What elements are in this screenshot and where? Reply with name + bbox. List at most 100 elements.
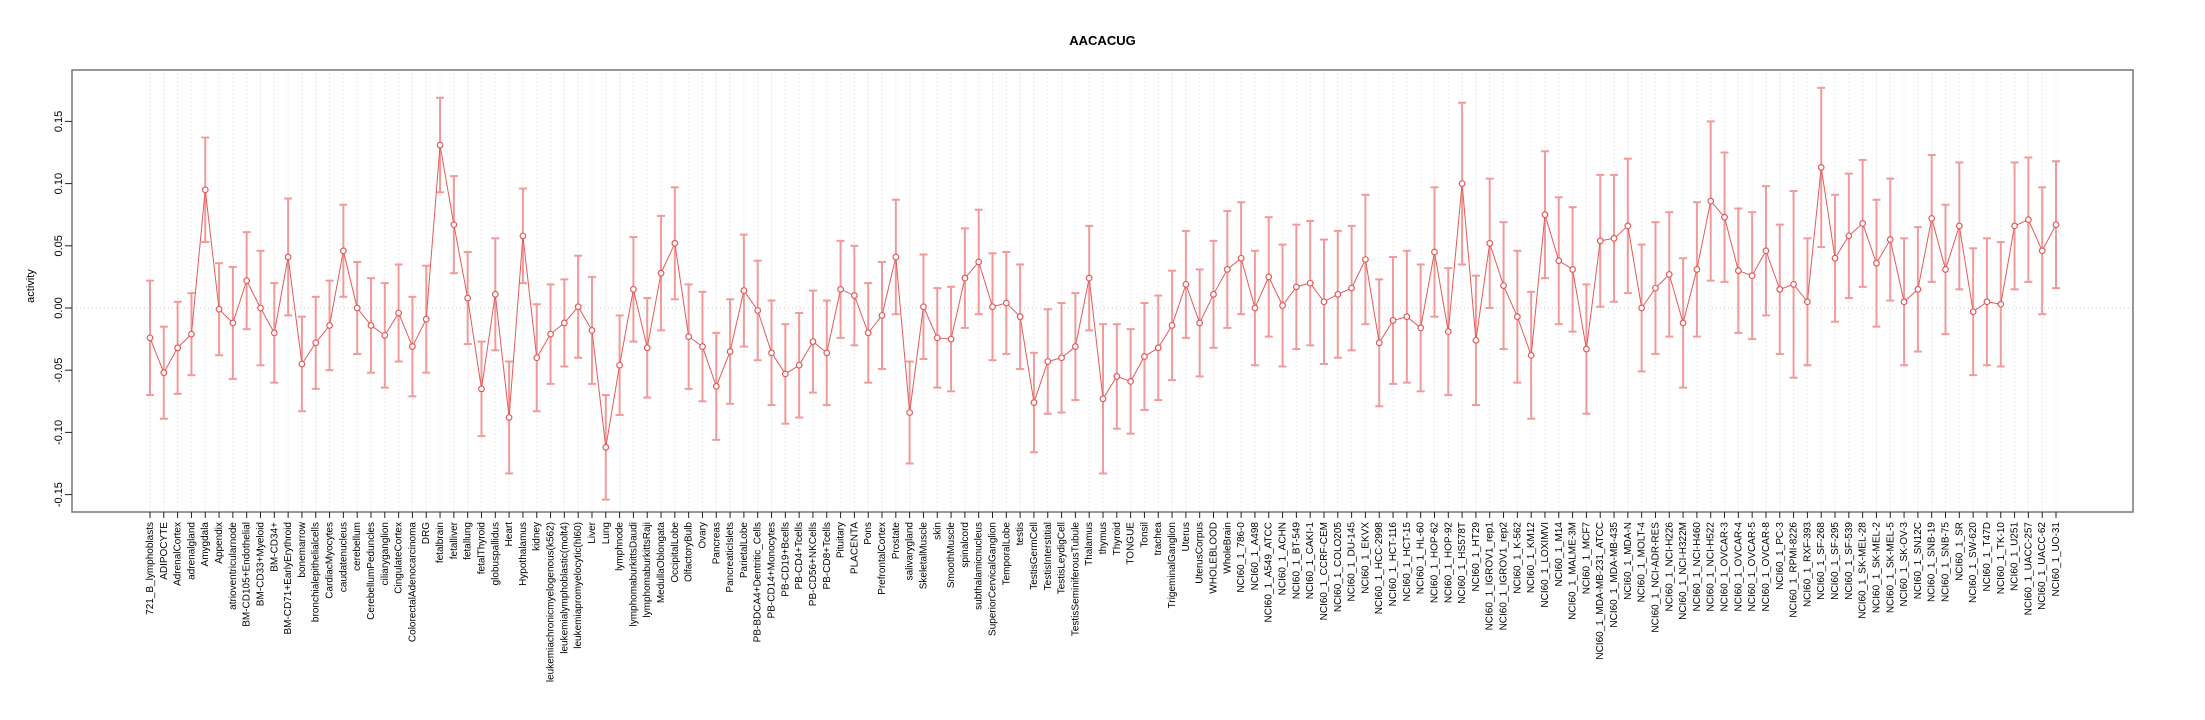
x-tick-label: NCI60_1_HCC-2998 [1374, 522, 1385, 615]
x-tick-label: TestisLeydigCell [1057, 522, 1068, 594]
x-tick-label: NCI60_1_T47D [1982, 522, 1993, 591]
data-point [1444, 328, 1452, 336]
x-tick-label: NCI60_1_HS578T [1457, 522, 1468, 604]
x-tick-label: Appendix [214, 522, 225, 564]
y-tick-label: -0.10 [53, 420, 65, 445]
data-point [671, 239, 679, 247]
data-point [1721, 213, 1728, 221]
x-tick-label: lymphomaburkittsRaji [642, 522, 653, 618]
data-point [201, 186, 209, 194]
x-tick-label: Ovary [697, 522, 708, 549]
data-point [1237, 254, 1245, 262]
data-point [1845, 232, 1853, 240]
x-tick-label: PLACENTA [849, 522, 860, 574]
x-tick-label: NCI60_1_SK-MEL-5 [1885, 522, 1896, 614]
x-tick-label: NCI60_1_SF-268 [1816, 522, 1827, 600]
data-point [616, 361, 623, 369]
x-tick-label: PB-BDCA4+Dentritic_Cells [753, 522, 764, 642]
x-tick-label: NCI60_1_DU-145 [1347, 522, 1358, 602]
data-point [1458, 180, 1466, 188]
data-point [1527, 351, 1535, 359]
data-point [1472, 336, 1480, 344]
data-point [1334, 290, 1342, 298]
data-point [712, 382, 720, 390]
data-point [657, 269, 665, 277]
data-point [1679, 319, 1687, 327]
data-point [1817, 164, 1825, 171]
data-point [574, 303, 582, 311]
x-tick-label: CingulateCortex [394, 522, 405, 594]
data-point [1997, 300, 2005, 308]
x-tick-label: NCI60_1_SNB-19 [1927, 522, 1938, 602]
x-tick-label: ParietalLobe [739, 522, 750, 579]
data-point [1154, 344, 1162, 352]
y-tick-label: 0.05 [53, 235, 65, 256]
x-tick-label: NCI60_1_SK-MEL-28 [1858, 522, 1869, 619]
data-point [1016, 313, 1024, 321]
x-tick-label: bronchialepithelialcells [311, 522, 322, 622]
x-tick-label: TestisGermCell [1029, 522, 1040, 590]
data-point [229, 319, 237, 327]
data-point [1596, 237, 1604, 245]
data-point [243, 277, 251, 285]
data-point [726, 348, 734, 355]
data-point [381, 331, 389, 339]
data-point [920, 303, 927, 311]
x-tick-label: 721_B_lymphoblasts [145, 522, 156, 615]
x-tick-label: NCI60_1_OVCAR-4 [1733, 522, 1744, 612]
data-point [2052, 221, 2060, 229]
data-point [1265, 273, 1273, 281]
data-point [1886, 236, 1894, 243]
x-tick-label: Heart [504, 522, 515, 547]
data-point [630, 285, 637, 293]
x-tick-label: Hypothalamus [518, 522, 529, 586]
data-point [284, 253, 292, 261]
data-point [643, 344, 651, 352]
data-point [1030, 399, 1038, 406]
x-tick-label: leukemiachronicmyelogenous(k562) [546, 522, 557, 682]
x-tick-label: fetalThyroid [476, 522, 487, 574]
x-tick-label: NCI60_1_COLO205 [1333, 522, 1344, 612]
data-point [353, 304, 361, 312]
data-point [1638, 304, 1646, 312]
data-point [1362, 256, 1369, 263]
data-point [1555, 257, 1563, 265]
x-tick-label: BM-CD34+ [269, 522, 280, 572]
data-point [1859, 220, 1867, 227]
data-point [1417, 324, 1425, 332]
x-tick-label: bonemarrow [297, 521, 308, 577]
x-tick-label: subthalamicnucleus [974, 522, 985, 610]
x-tick-label: CardiacMyocytes [325, 522, 336, 599]
x-tick-label: NCI60_1_IGROV1_rep2 [1499, 522, 1510, 631]
x-tick-label: Tonsil [1139, 522, 1150, 548]
x-tick-label: DRG [421, 522, 432, 544]
x-tick-label: TemporalLobe [1001, 522, 1012, 586]
data-point [1251, 304, 1259, 312]
x-tick-label: BM-CD105+Endothelial [242, 522, 253, 627]
x-tick-label: TONGUE [1126, 522, 1137, 565]
data-point [1748, 272, 1756, 280]
y-tick-label: 0.00 [53, 297, 65, 318]
data-point [1803, 298, 1811, 306]
x-tick-label: atrioventricularnode [228, 522, 239, 610]
x-tick-label: NCI60_1_MDA-MB-435 [1609, 522, 1620, 628]
x-tick-label: thymus [1098, 522, 1109, 554]
x-tick-label: NCI60_1_HOP-92 [1443, 522, 1454, 604]
data-point [160, 369, 168, 377]
y-axis-title: activity [24, 269, 37, 303]
x-tick-label: NCI60_1_SNB-75 [1941, 522, 1952, 602]
x-tick-label: NCI60_1_LOXIMVI [1540, 522, 1551, 608]
data-point [1928, 215, 1936, 222]
data-point [1085, 274, 1093, 282]
data-point [1099, 395, 1107, 403]
data-point [975, 258, 983, 266]
x-tick-label: WHOLEBLOOD [1208, 522, 1219, 594]
data-point [1734, 267, 1742, 275]
data-point [1541, 211, 1549, 219]
data-point [519, 232, 527, 240]
x-tick-label: NCI60_1_SW-620 [1968, 522, 1979, 603]
x-tick-label: fetalbrain [435, 522, 446, 563]
x-tick-label: NCI60_1_UO-31 [2051, 522, 2062, 597]
x-tick-label: NCI60_1_MOLT-4 [1637, 522, 1648, 603]
